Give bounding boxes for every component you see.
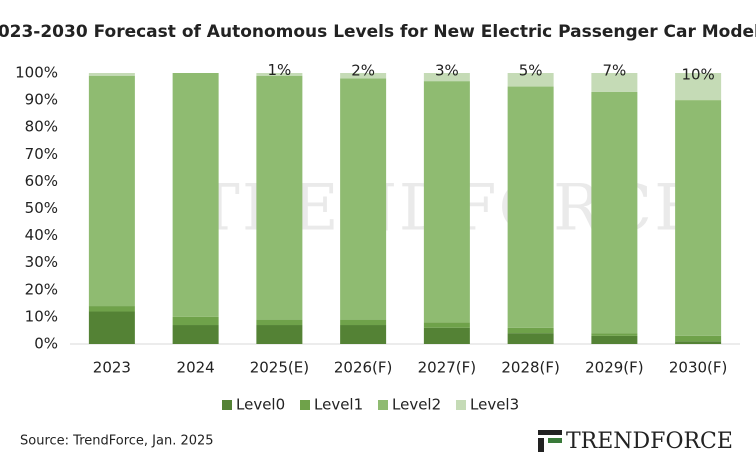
x-tick-label: 2026(F) bbox=[334, 359, 393, 377]
x-tick-label: 2023 bbox=[93, 359, 131, 377]
bar-segment bbox=[256, 319, 303, 326]
x-tick-label: 2028(F) bbox=[501, 359, 560, 377]
bar-segment bbox=[256, 73, 303, 76]
x-tick-label: 2024 bbox=[177, 359, 215, 377]
y-tick-label: 70% bbox=[25, 145, 58, 163]
bar-segment bbox=[675, 335, 722, 342]
legend-swatch bbox=[300, 400, 310, 410]
bar-segment bbox=[423, 81, 470, 323]
bar-segment bbox=[340, 319, 387, 326]
data-label: 3% bbox=[435, 62, 459, 80]
bar-segment bbox=[507, 327, 554, 334]
logo: TRENDFORCE bbox=[538, 429, 733, 454]
y-tick-label: 0% bbox=[34, 335, 58, 353]
bar-segment bbox=[340, 78, 387, 320]
bar-segment bbox=[88, 311, 135, 344]
y-tick-label: 10% bbox=[25, 307, 58, 325]
legend-label: Level2 bbox=[392, 396, 441, 414]
legend-swatch bbox=[378, 400, 388, 410]
bar-segment bbox=[591, 335, 638, 344]
x-tick-label: 2030(F) bbox=[669, 359, 728, 377]
y-tick-label: 60% bbox=[25, 172, 58, 190]
y-tick-label: 30% bbox=[25, 253, 58, 271]
y-tick-label: 100% bbox=[15, 64, 58, 82]
data-label: 5% bbox=[519, 62, 543, 80]
x-tick-label: 2027(F) bbox=[418, 359, 477, 377]
bar-segment bbox=[256, 75, 303, 320]
data-label: 7% bbox=[602, 62, 626, 80]
bar-segment bbox=[675, 73, 722, 101]
data-label: 10% bbox=[681, 66, 714, 84]
bar-segment bbox=[507, 73, 554, 87]
logo-text: TRENDFORCE bbox=[566, 429, 733, 454]
bar-segment bbox=[340, 73, 387, 79]
bar-segment bbox=[88, 75, 135, 307]
bar-segment bbox=[591, 91, 638, 334]
bar-segment bbox=[423, 327, 470, 344]
y-tick-label: 50% bbox=[25, 199, 58, 217]
bar-segment bbox=[88, 306, 135, 312]
logo-mark bbox=[538, 438, 544, 452]
legend-swatch bbox=[222, 400, 232, 410]
legend-label: Level3 bbox=[470, 396, 519, 414]
bar-segment bbox=[507, 333, 554, 344]
legend-label: Level0 bbox=[236, 396, 285, 414]
bar-segment bbox=[172, 325, 219, 344]
y-tick-label: 90% bbox=[25, 91, 58, 109]
bar-segment bbox=[423, 322, 470, 328]
bar-segment bbox=[256, 325, 303, 344]
legend-swatch bbox=[456, 400, 466, 410]
bar-segment bbox=[423, 73, 470, 82]
bar-segment bbox=[340, 325, 387, 344]
x-tick-label: 2025(E) bbox=[250, 359, 309, 377]
bar-segment bbox=[172, 316, 219, 326]
logo-mark bbox=[548, 438, 562, 443]
logo-mark bbox=[538, 430, 562, 435]
legend-label: Level1 bbox=[314, 396, 363, 414]
data-label: 2% bbox=[351, 62, 375, 80]
y-tick-label: 80% bbox=[25, 118, 58, 136]
bar-segment bbox=[88, 73, 135, 76]
bar-segment bbox=[675, 341, 722, 344]
bar-segment bbox=[675, 100, 722, 336]
bar-segment bbox=[507, 86, 554, 328]
source-note: Source: TrendForce, Jan. 2025 bbox=[20, 434, 214, 449]
y-tick-label: 40% bbox=[25, 226, 58, 244]
y-tick-label: 20% bbox=[25, 280, 58, 298]
bar-segment bbox=[591, 73, 638, 92]
chart-title: 2023-2030 Forecast of Autonomous Levels … bbox=[0, 22, 756, 42]
bar-segment bbox=[591, 333, 638, 336]
bar-segment bbox=[172, 73, 219, 317]
data-label: 1% bbox=[267, 61, 291, 79]
x-tick-label: 2029(F) bbox=[585, 359, 644, 377]
